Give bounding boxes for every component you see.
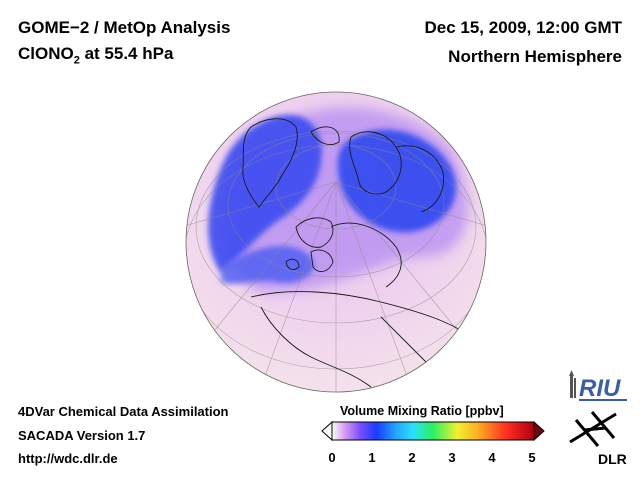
colorbar-tick-2: 2 — [408, 450, 416, 465]
globe-outline — [185, 91, 487, 393]
graticule — [186, 130, 486, 392]
website-link[interactable]: http://wdc.dlr.de — [18, 451, 118, 466]
riu-logo: RIU — [569, 370, 627, 402]
colorbar-tick-5: 5 — [528, 450, 536, 465]
method-label: 4DVar Chemical Data Assimilation — [18, 404, 229, 419]
coastlines — [242, 118, 472, 388]
riu-logo-text: RIU — [579, 375, 621, 402]
species-level-title: ClONO2 at 55.4 hPa — [18, 44, 173, 66]
dlr-logo-mark — [569, 411, 617, 447]
species-subscript: 2 — [73, 54, 80, 67]
colorbar-max-arrow — [533, 420, 545, 442]
colorbar-tick-3: 3 — [448, 450, 456, 465]
version-label: SACADA Version 1.7 — [18, 428, 146, 443]
riu-logo-mark — [569, 370, 576, 398]
colorbar-tick-0: 0 — [328, 450, 336, 465]
hemisphere-label: Northern Hemisphere — [448, 47, 622, 66]
globe-map — [185, 91, 487, 393]
riu-logo-underline — [579, 399, 627, 401]
colorbar-gradient — [331, 421, 535, 441]
colorbar — [321, 420, 545, 442]
species-name: ClONO — [18, 44, 74, 63]
colorbar-tick-1: 1 — [368, 450, 376, 465]
low-value-filament — [221, 246, 314, 284]
colorbar-min-arrow — [321, 420, 333, 442]
pressure-level: at 55.4 hPa — [79, 44, 174, 63]
dlr-logo: DLR — [569, 411, 627, 467]
colorbar-title: Volume Mixing Ratio [ppbv] — [340, 404, 504, 418]
dlr-logo-text: DLR — [598, 451, 627, 467]
colorbar-tick-4: 4 — [488, 450, 496, 465]
product-title: GOME−2 / MetOp Analysis — [18, 18, 231, 37]
date-time: Dec 15, 2009, 12:00 GMT — [424, 18, 622, 37]
